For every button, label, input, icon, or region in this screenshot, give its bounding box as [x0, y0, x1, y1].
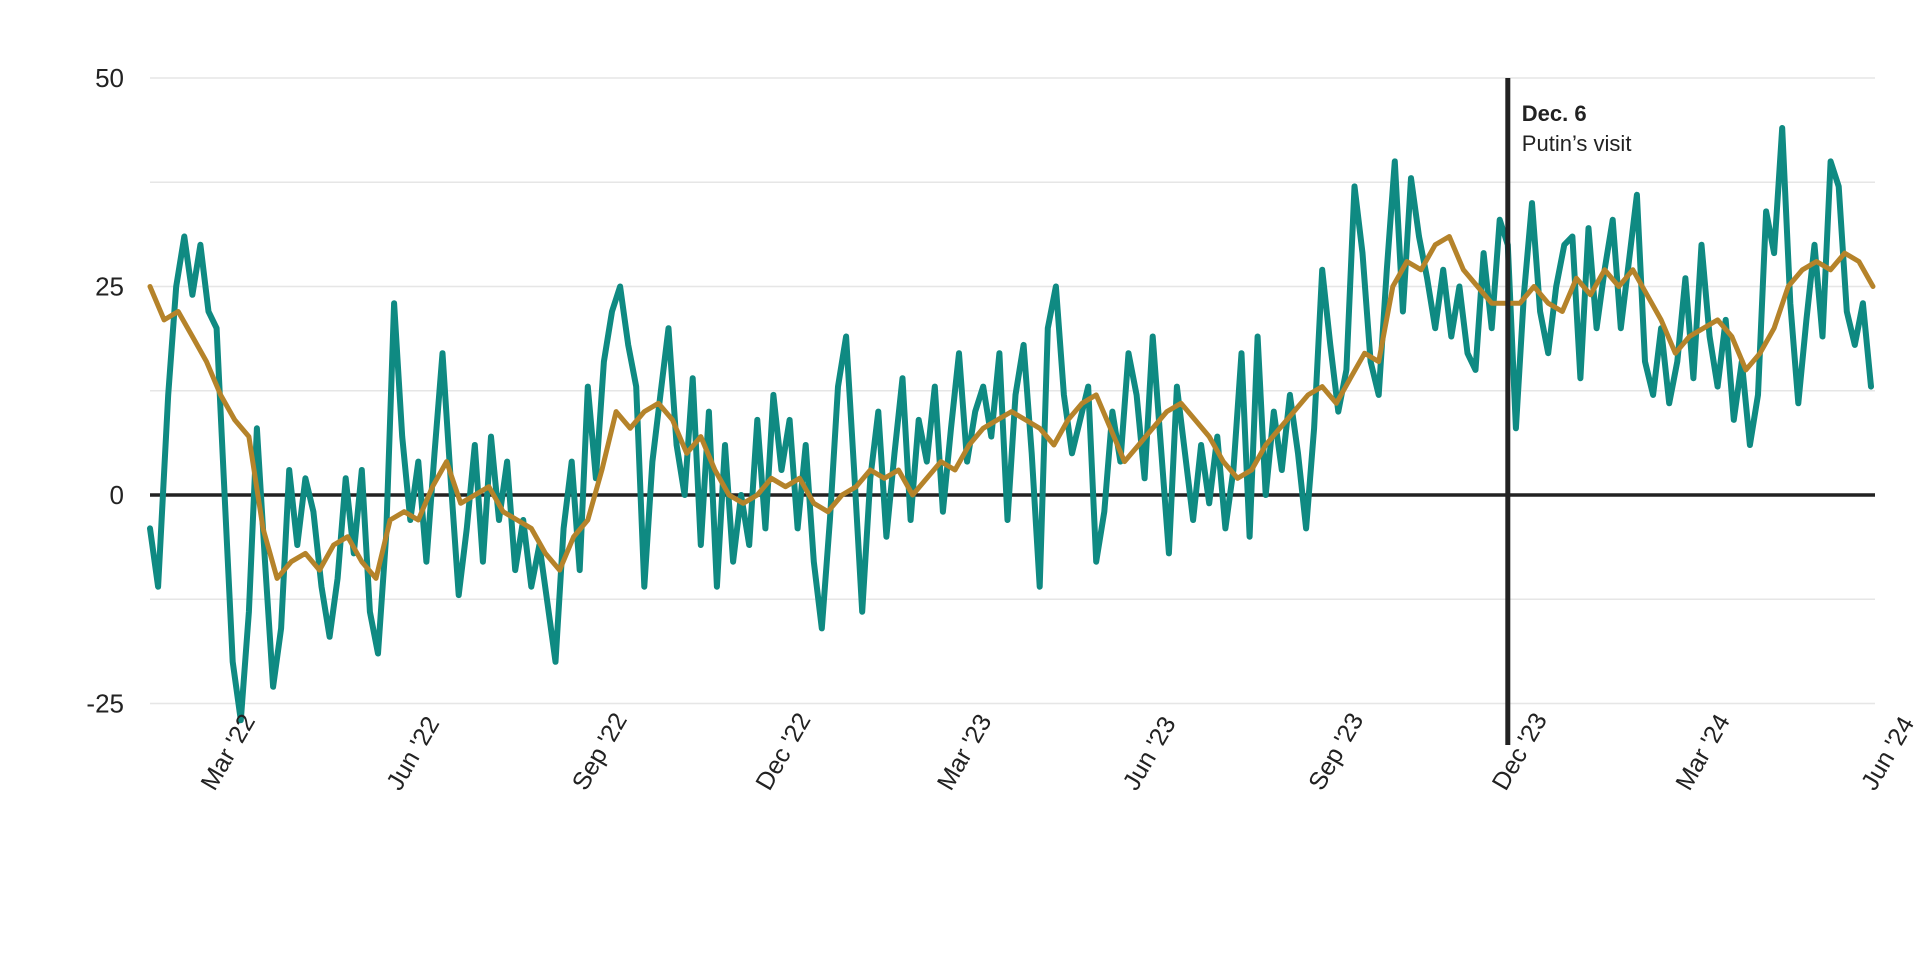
series-line-1	[147, 125, 1874, 724]
series-line-2	[147, 234, 1876, 581]
y-axis-ticks: -25 0 25 50	[86, 63, 124, 719]
gridlines	[150, 77, 1875, 705]
x-tick-label: Sep '23	[1303, 708, 1369, 795]
y-tick-label: 0	[110, 480, 124, 510]
annotation-group: Dec. 6 Putin’s visit	[1505, 78, 1632, 745]
x-tick-label: Jun '23	[1117, 712, 1181, 795]
x-tick-label: Dec '23	[1487, 708, 1553, 795]
annotation-text: Putin’s visit	[1522, 131, 1632, 156]
x-tick-label: Sep '22	[567, 708, 633, 795]
y-tick-label: 50	[95, 63, 124, 93]
series-group	[147, 125, 1876, 724]
y-tick-label: 25	[95, 272, 124, 302]
x-tick-label: Jun '24	[1856, 712, 1920, 795]
annotation-title: Dec. 6	[1522, 101, 1587, 126]
x-tick-label: Dec '22	[750, 708, 816, 795]
x-tick-label: Mar '23	[932, 709, 998, 795]
x-axis-ticks: Mar '22 Jun '22 Sep '22 Dec '22 Mar '23 Jun '…	[195, 708, 1920, 795]
x-tick-label: Mar '22	[195, 709, 261, 795]
x-tick-label: Jun '22	[381, 712, 445, 795]
x-tick-label: Mar '24	[1670, 709, 1736, 795]
y-tick-label: -25	[86, 689, 124, 719]
